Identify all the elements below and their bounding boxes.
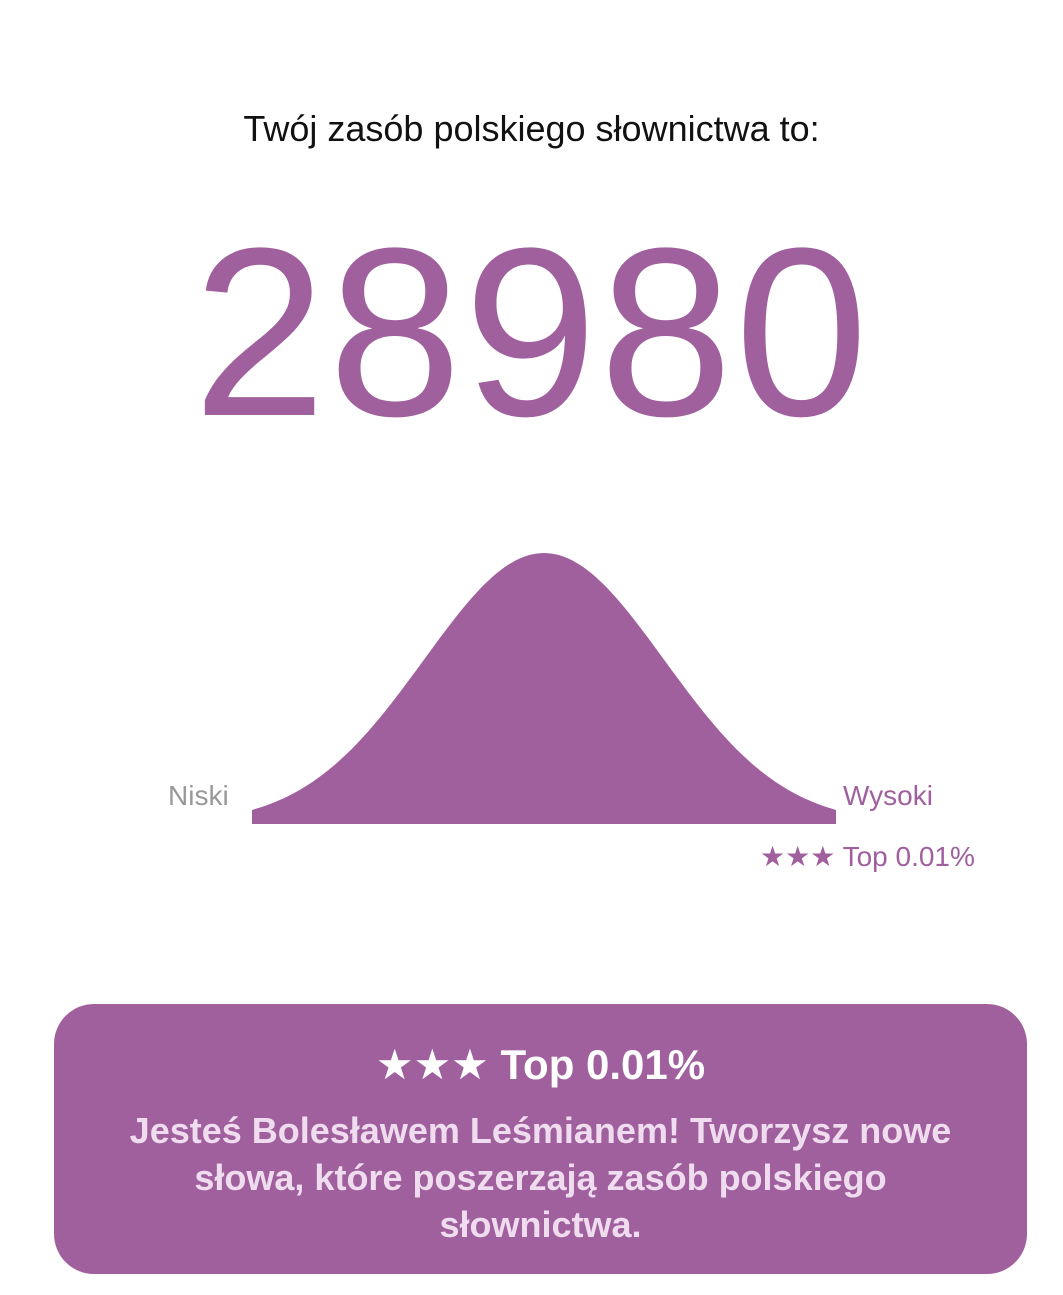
- rank-label: ★★★ Top 0.01%: [760, 841, 975, 872]
- distribution-curve: [252, 553, 836, 824]
- page-title: Twój zasób polskiego słownictwa to:: [243, 108, 820, 149]
- result-card-title: ★★★ Top 0.01%: [375, 1041, 706, 1088]
- bell-curve-area: [252, 553, 836, 824]
- low-label: Niski: [168, 780, 229, 811]
- high-label: Wysoki: [843, 780, 933, 811]
- result-card-text: Jesteś Bolesławem Leśmianem! Tworzysz no…: [129, 1110, 952, 1245]
- vocabulary-score: 28980: [192, 198, 871, 466]
- result-card: ★★★ Top 0.01% Jesteś Bolesławem Leśmiane…: [54, 1004, 1027, 1274]
